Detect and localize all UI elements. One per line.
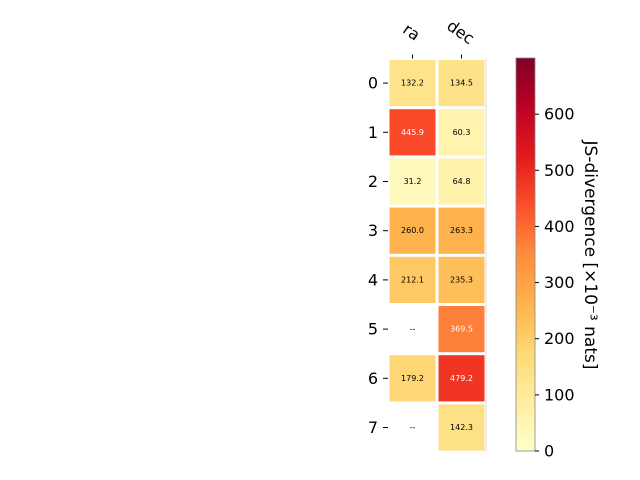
heatmap-cell	[389, 355, 436, 402]
heatmap-cell	[438, 404, 485, 451]
cell-value-label: 479.2	[450, 374, 473, 383]
colorbar-tick-label: 200	[544, 329, 575, 348]
colorbar-label: JS-divergence [×10⁻³ nats]	[580, 140, 600, 370]
row-label: 1	[368, 123, 378, 142]
cell-value-label: 142.3	[450, 423, 473, 432]
row-label: 5	[368, 320, 378, 339]
heatmap-cell	[438, 109, 485, 156]
cell-value-label: 134.5	[450, 79, 473, 88]
heatmap-cell	[438, 207, 485, 254]
column-label: ra	[399, 20, 423, 45]
cell-value-label: 235.3	[450, 275, 473, 284]
cell-value-label: --	[410, 325, 416, 334]
heatmap-cell	[438, 355, 485, 402]
row-labels: 0 1 2 3 4 5 6 7	[368, 74, 388, 437]
colorbar-tick-label: 300	[544, 273, 575, 292]
cell-value-label: 64.8	[453, 177, 471, 186]
heatmap-cell	[389, 207, 436, 254]
row-label: 0	[368, 74, 378, 93]
cell-value-label: 369.5	[450, 325, 473, 334]
cell-value-label: 132.2	[401, 79, 424, 88]
row-label: 4	[368, 270, 378, 289]
column-label: dec	[443, 16, 477, 48]
row-label: 6	[368, 369, 378, 388]
row-label: 2	[368, 172, 378, 191]
row-label: 7	[368, 418, 378, 437]
colorbar-tick-label: 500	[544, 161, 575, 180]
cell-value-label: 260.0	[401, 226, 424, 235]
heatmap-cell	[389, 158, 436, 205]
heatmap-cell	[389, 60, 436, 107]
colorbar-tick-label: 0	[544, 442, 554, 461]
column-labels: ra dec	[399, 16, 478, 59]
colorbar-tick-label: 100	[544, 385, 575, 404]
heatmap-cell	[438, 306, 485, 353]
cell-value-label: 179.2	[401, 374, 424, 383]
colorbar: 0 100 200 300 400 500 600	[515, 57, 575, 461]
colorbar-ticks: 0 100 200 300 400 500 600	[535, 105, 575, 461]
heatmap-cell	[438, 256, 485, 303]
cell-value-label: 263.3	[450, 226, 473, 235]
heatmap-cell	[389, 404, 436, 451]
cell-value-label: 445.9	[401, 128, 424, 137]
colorbar-gradient	[515, 57, 536, 452]
heatmap-cells: 132.2 134.5 445.9 60.3 31.2 64.8 260.0 263.3 212…	[389, 60, 485, 451]
cell-value-label: 212.1	[401, 275, 424, 284]
cell-value-label: --	[410, 423, 416, 432]
colorbar-tick-label: 400	[544, 217, 575, 236]
row-label: 3	[368, 221, 378, 240]
cell-value-label: 60.3	[453, 128, 471, 137]
cell-value-label: 31.2	[404, 177, 422, 186]
colorbar-tick-label: 600	[544, 105, 575, 124]
heatmap-cell	[389, 306, 436, 353]
heatmap-cell	[438, 158, 485, 205]
heatmap-cell	[389, 256, 436, 303]
heatmap-cell	[438, 60, 485, 107]
heatmap-cell	[389, 109, 436, 156]
